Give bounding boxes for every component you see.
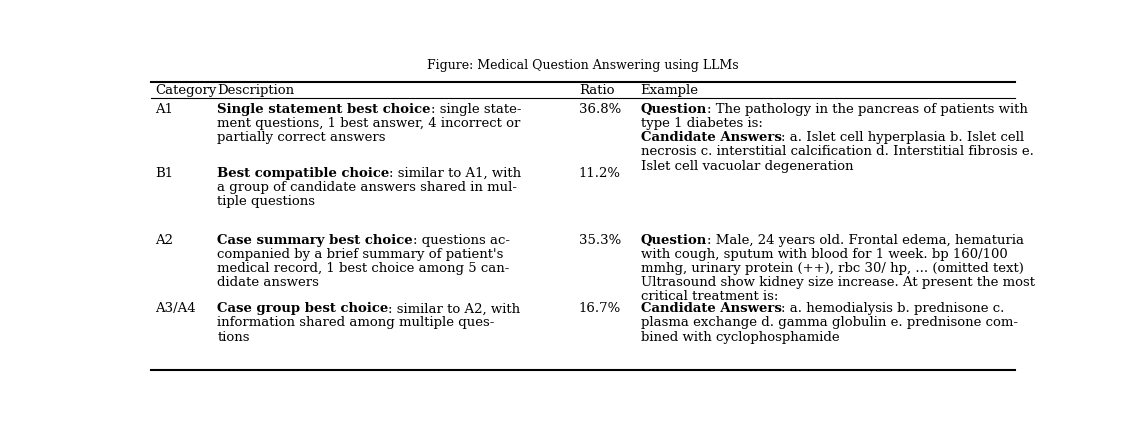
- Text: 35.3%: 35.3%: [579, 234, 621, 247]
- Text: Candidate Answers: Candidate Answers: [641, 302, 782, 315]
- Text: 36.8%: 36.8%: [579, 103, 621, 116]
- Text: Ratio: Ratio: [579, 84, 615, 97]
- Text: A1: A1: [156, 103, 173, 116]
- Text: Case summary best choice: Case summary best choice: [217, 234, 413, 247]
- Text: information shared among multiple ques-: information shared among multiple ques-: [217, 316, 495, 329]
- Text: Case group best choice: Case group best choice: [217, 302, 388, 315]
- Text: 11.2%: 11.2%: [579, 167, 621, 180]
- Text: ment questions, 1 best answer, 4 incorrect or: ment questions, 1 best answer, 4 incorre…: [217, 117, 520, 130]
- Text: : single state-: : single state-: [430, 103, 521, 116]
- Text: B1: B1: [156, 167, 174, 180]
- Text: : similar to A1, with: : similar to A1, with: [389, 167, 521, 180]
- Text: bined with cyclophosphamide: bined with cyclophosphamide: [641, 330, 839, 343]
- Text: A3/A4: A3/A4: [156, 302, 196, 315]
- Text: Figure: Medical Question Answering using LLMs: Figure: Medical Question Answering using…: [428, 59, 739, 72]
- Text: Category: Category: [156, 84, 217, 97]
- Text: Best compatible choice: Best compatible choice: [217, 167, 389, 180]
- Text: : Male, 24 years old. Frontal edema, hematuria: : Male, 24 years old. Frontal edema, hem…: [707, 234, 1024, 247]
- Text: : a. Islet cell hyperplasia b. Islet cell: : a. Islet cell hyperplasia b. Islet cel…: [782, 131, 1024, 144]
- Text: Islet cell vacuolar degeneration: Islet cell vacuolar degeneration: [641, 159, 854, 173]
- Text: partially correct answers: partially correct answers: [217, 131, 386, 144]
- Text: necrosis c. interstitial calcification d. Interstitial fibrosis e.: necrosis c. interstitial calcification d…: [641, 145, 1033, 159]
- Text: : The pathology in the pancreas of patients with: : The pathology in the pancreas of patie…: [707, 103, 1028, 116]
- Text: with cough, sputum with blood for 1 week. bp 160/100: with cough, sputum with blood for 1 week…: [641, 248, 1007, 261]
- Text: Description: Description: [217, 84, 295, 97]
- Text: Question: Question: [641, 103, 707, 116]
- Text: type 1 diabetes is:: type 1 diabetes is:: [641, 117, 762, 130]
- Text: tions: tions: [217, 330, 249, 343]
- Text: mmhg, urinary protein (++), rbc 30/ hp, ... (omitted text): mmhg, urinary protein (++), rbc 30/ hp, …: [641, 262, 1023, 275]
- Text: companied by a brief summary of patient's: companied by a brief summary of patient'…: [217, 248, 504, 261]
- Text: tiple questions: tiple questions: [217, 195, 315, 208]
- Text: : questions ac-: : questions ac-: [413, 234, 510, 247]
- Text: didate answers: didate answers: [217, 276, 319, 289]
- Text: A2: A2: [156, 234, 173, 247]
- Text: Question: Question: [641, 234, 707, 247]
- Text: : similar to A2, with: : similar to A2, with: [388, 302, 520, 315]
- Text: a group of candidate answers shared in mul-: a group of candidate answers shared in m…: [217, 181, 517, 194]
- Text: 16.7%: 16.7%: [579, 302, 621, 315]
- Text: Example: Example: [641, 84, 699, 97]
- Text: Ultrasound show kidney size increase. At present the most: Ultrasound show kidney size increase. At…: [641, 276, 1034, 289]
- Text: Candidate Answers: Candidate Answers: [641, 131, 782, 144]
- Text: Single statement best choice: Single statement best choice: [217, 103, 430, 116]
- Text: : a. hemodialysis b. prednisone c.: : a. hemodialysis b. prednisone c.: [782, 302, 1005, 315]
- Text: critical treatment is:: critical treatment is:: [641, 290, 778, 303]
- Text: plasma exchange d. gamma globulin e. prednisone com-: plasma exchange d. gamma globulin e. pre…: [641, 316, 1017, 329]
- Text: medical record, 1 best choice among 5 can-: medical record, 1 best choice among 5 ca…: [217, 262, 510, 275]
